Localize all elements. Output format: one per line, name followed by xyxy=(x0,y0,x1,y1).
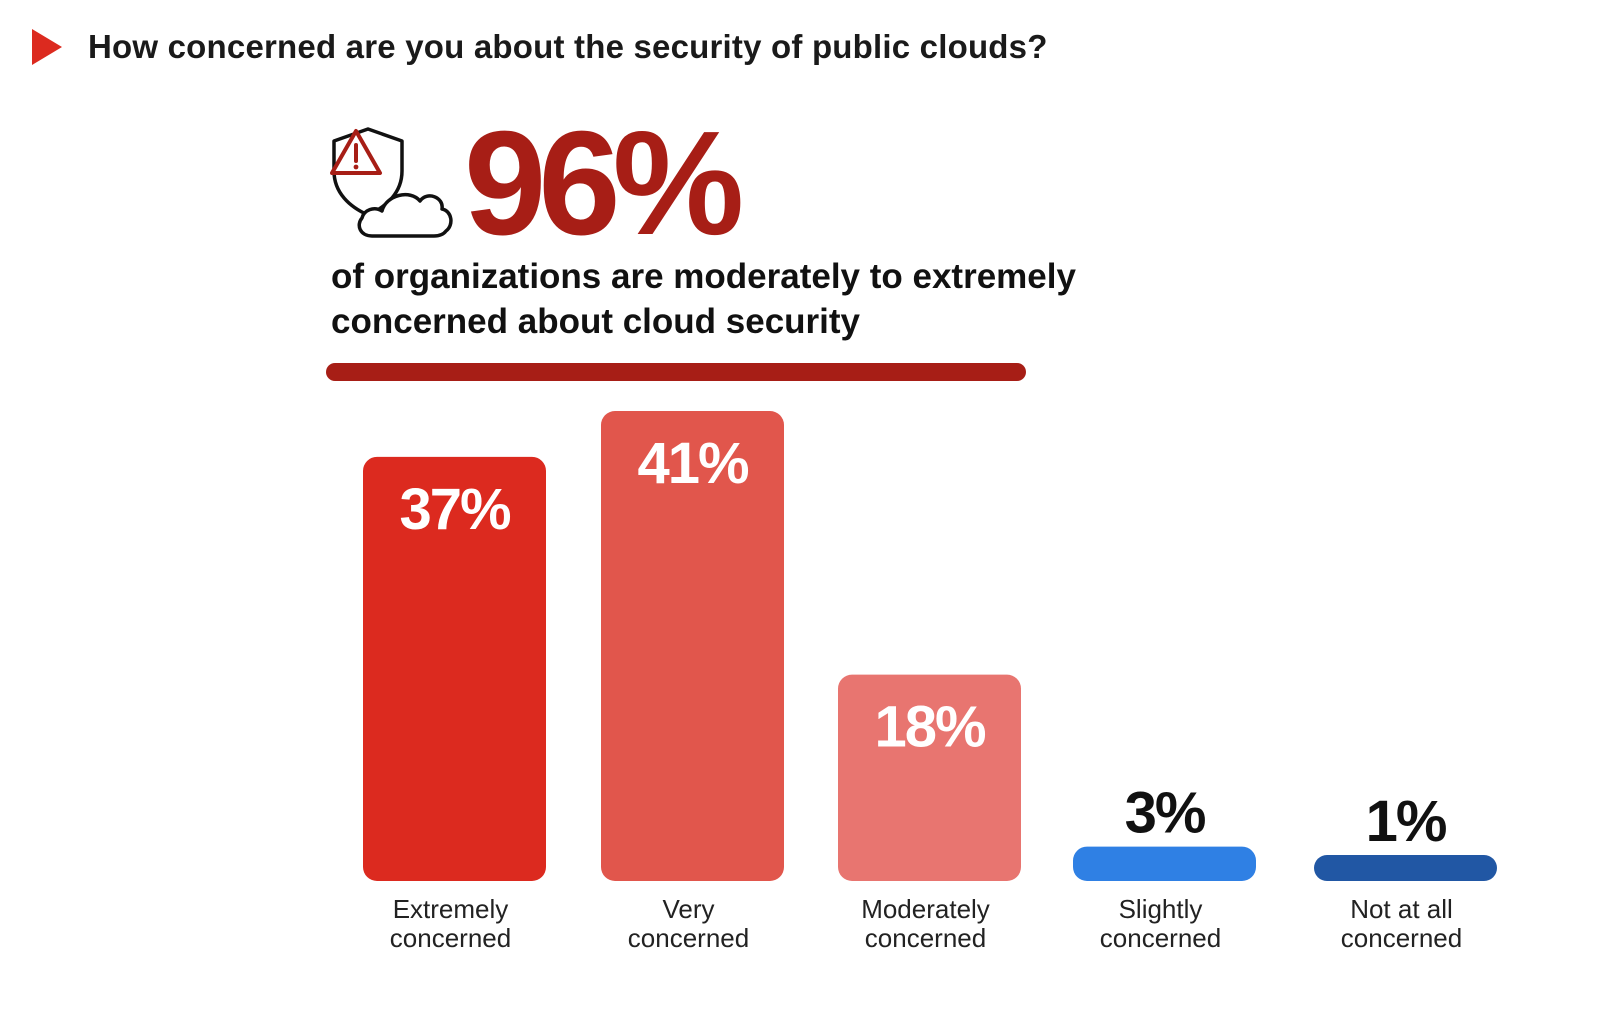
category-label-3-line-2: concerned xyxy=(865,923,986,953)
category-label-2-line-2: concerned xyxy=(628,923,749,953)
headline-stat: 96% xyxy=(464,101,744,266)
category-label-2-line-1: Very xyxy=(662,894,714,924)
value-label-3: 18% xyxy=(874,695,986,760)
bar-4 xyxy=(1073,846,1256,881)
category-label-4-line-2: concerned xyxy=(1100,923,1221,953)
category-label-1-line-1: Extremely xyxy=(393,894,509,924)
value-label-2: 41% xyxy=(637,431,749,496)
divider-bar xyxy=(326,363,1026,381)
category-label-1-line-2: concerned xyxy=(390,923,511,953)
chart-title: How concerned are you about the security… xyxy=(88,28,1048,65)
shield-cloud-warning-icon xyxy=(330,127,453,238)
chart-header: How concerned are you about the security… xyxy=(32,28,1048,66)
bar-3 xyxy=(838,674,1021,881)
bar-5 xyxy=(1314,855,1497,881)
play-arrow-icon xyxy=(32,29,62,65)
value-label-1: 37% xyxy=(399,477,511,542)
bar-1 xyxy=(363,456,546,881)
headline-description: of organizations are moderately to extre… xyxy=(331,257,1076,341)
category-label-3-line-1: Moderately xyxy=(861,894,990,924)
value-label-5: 1% xyxy=(1366,789,1447,854)
bar-2 xyxy=(601,411,784,881)
category-label-5-line-2: concerned xyxy=(1341,923,1462,953)
category-label-4-line-1: Slightly xyxy=(1119,894,1203,924)
category-label-5-line-1: Not at all xyxy=(1350,894,1453,924)
value-label-4: 3% xyxy=(1125,781,1206,846)
